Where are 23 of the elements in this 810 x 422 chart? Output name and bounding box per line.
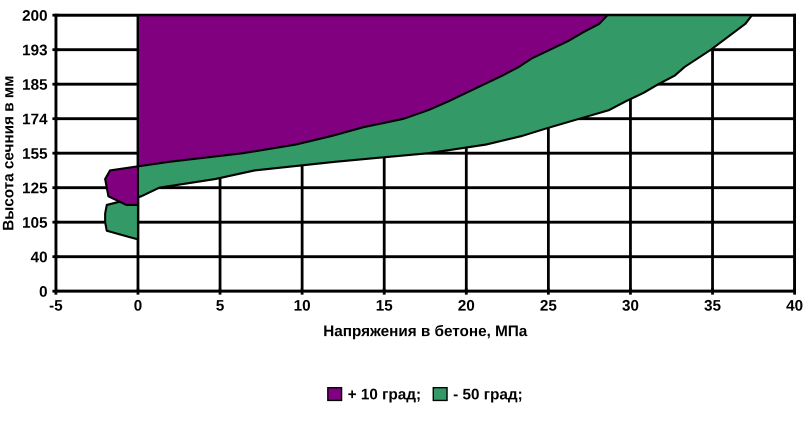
x-axis-title: Напряжения в бетоне, МПа [324,324,528,340]
y-tick-label: 155 [23,148,48,159]
y-tick-label: 193 [23,44,48,56]
x-tick-label: 35 [704,300,721,311]
x-tick-label: 25 [540,300,556,311]
x-tick-label: 40 [786,300,802,311]
x-tick-label: 5 [216,300,224,311]
x-tick-label: 0 [134,300,142,311]
x-tick-label: 30 [622,300,638,311]
y-tick-label: 0 [40,286,47,297]
y-tick-label: 125 [23,182,48,194]
y-tick-label: 40 [30,252,47,262]
y-axis-title: Высота сечния в мм [2,76,14,230]
legend-label: - 50 град; [454,388,522,403]
y-tick-label: 185 [23,79,48,90]
y-tick-label: 174 [23,114,48,124]
x-tick-label: 15 [376,300,392,311]
x-tick-label: 20 [458,300,474,311]
legend-label: + 10 град; [348,388,420,403]
y-tick-label: 200 [22,10,47,21]
x-tick-label: -5 [50,300,62,311]
x-tick-label: 10 [294,300,310,311]
y-tick-label: 105 [23,217,48,228]
